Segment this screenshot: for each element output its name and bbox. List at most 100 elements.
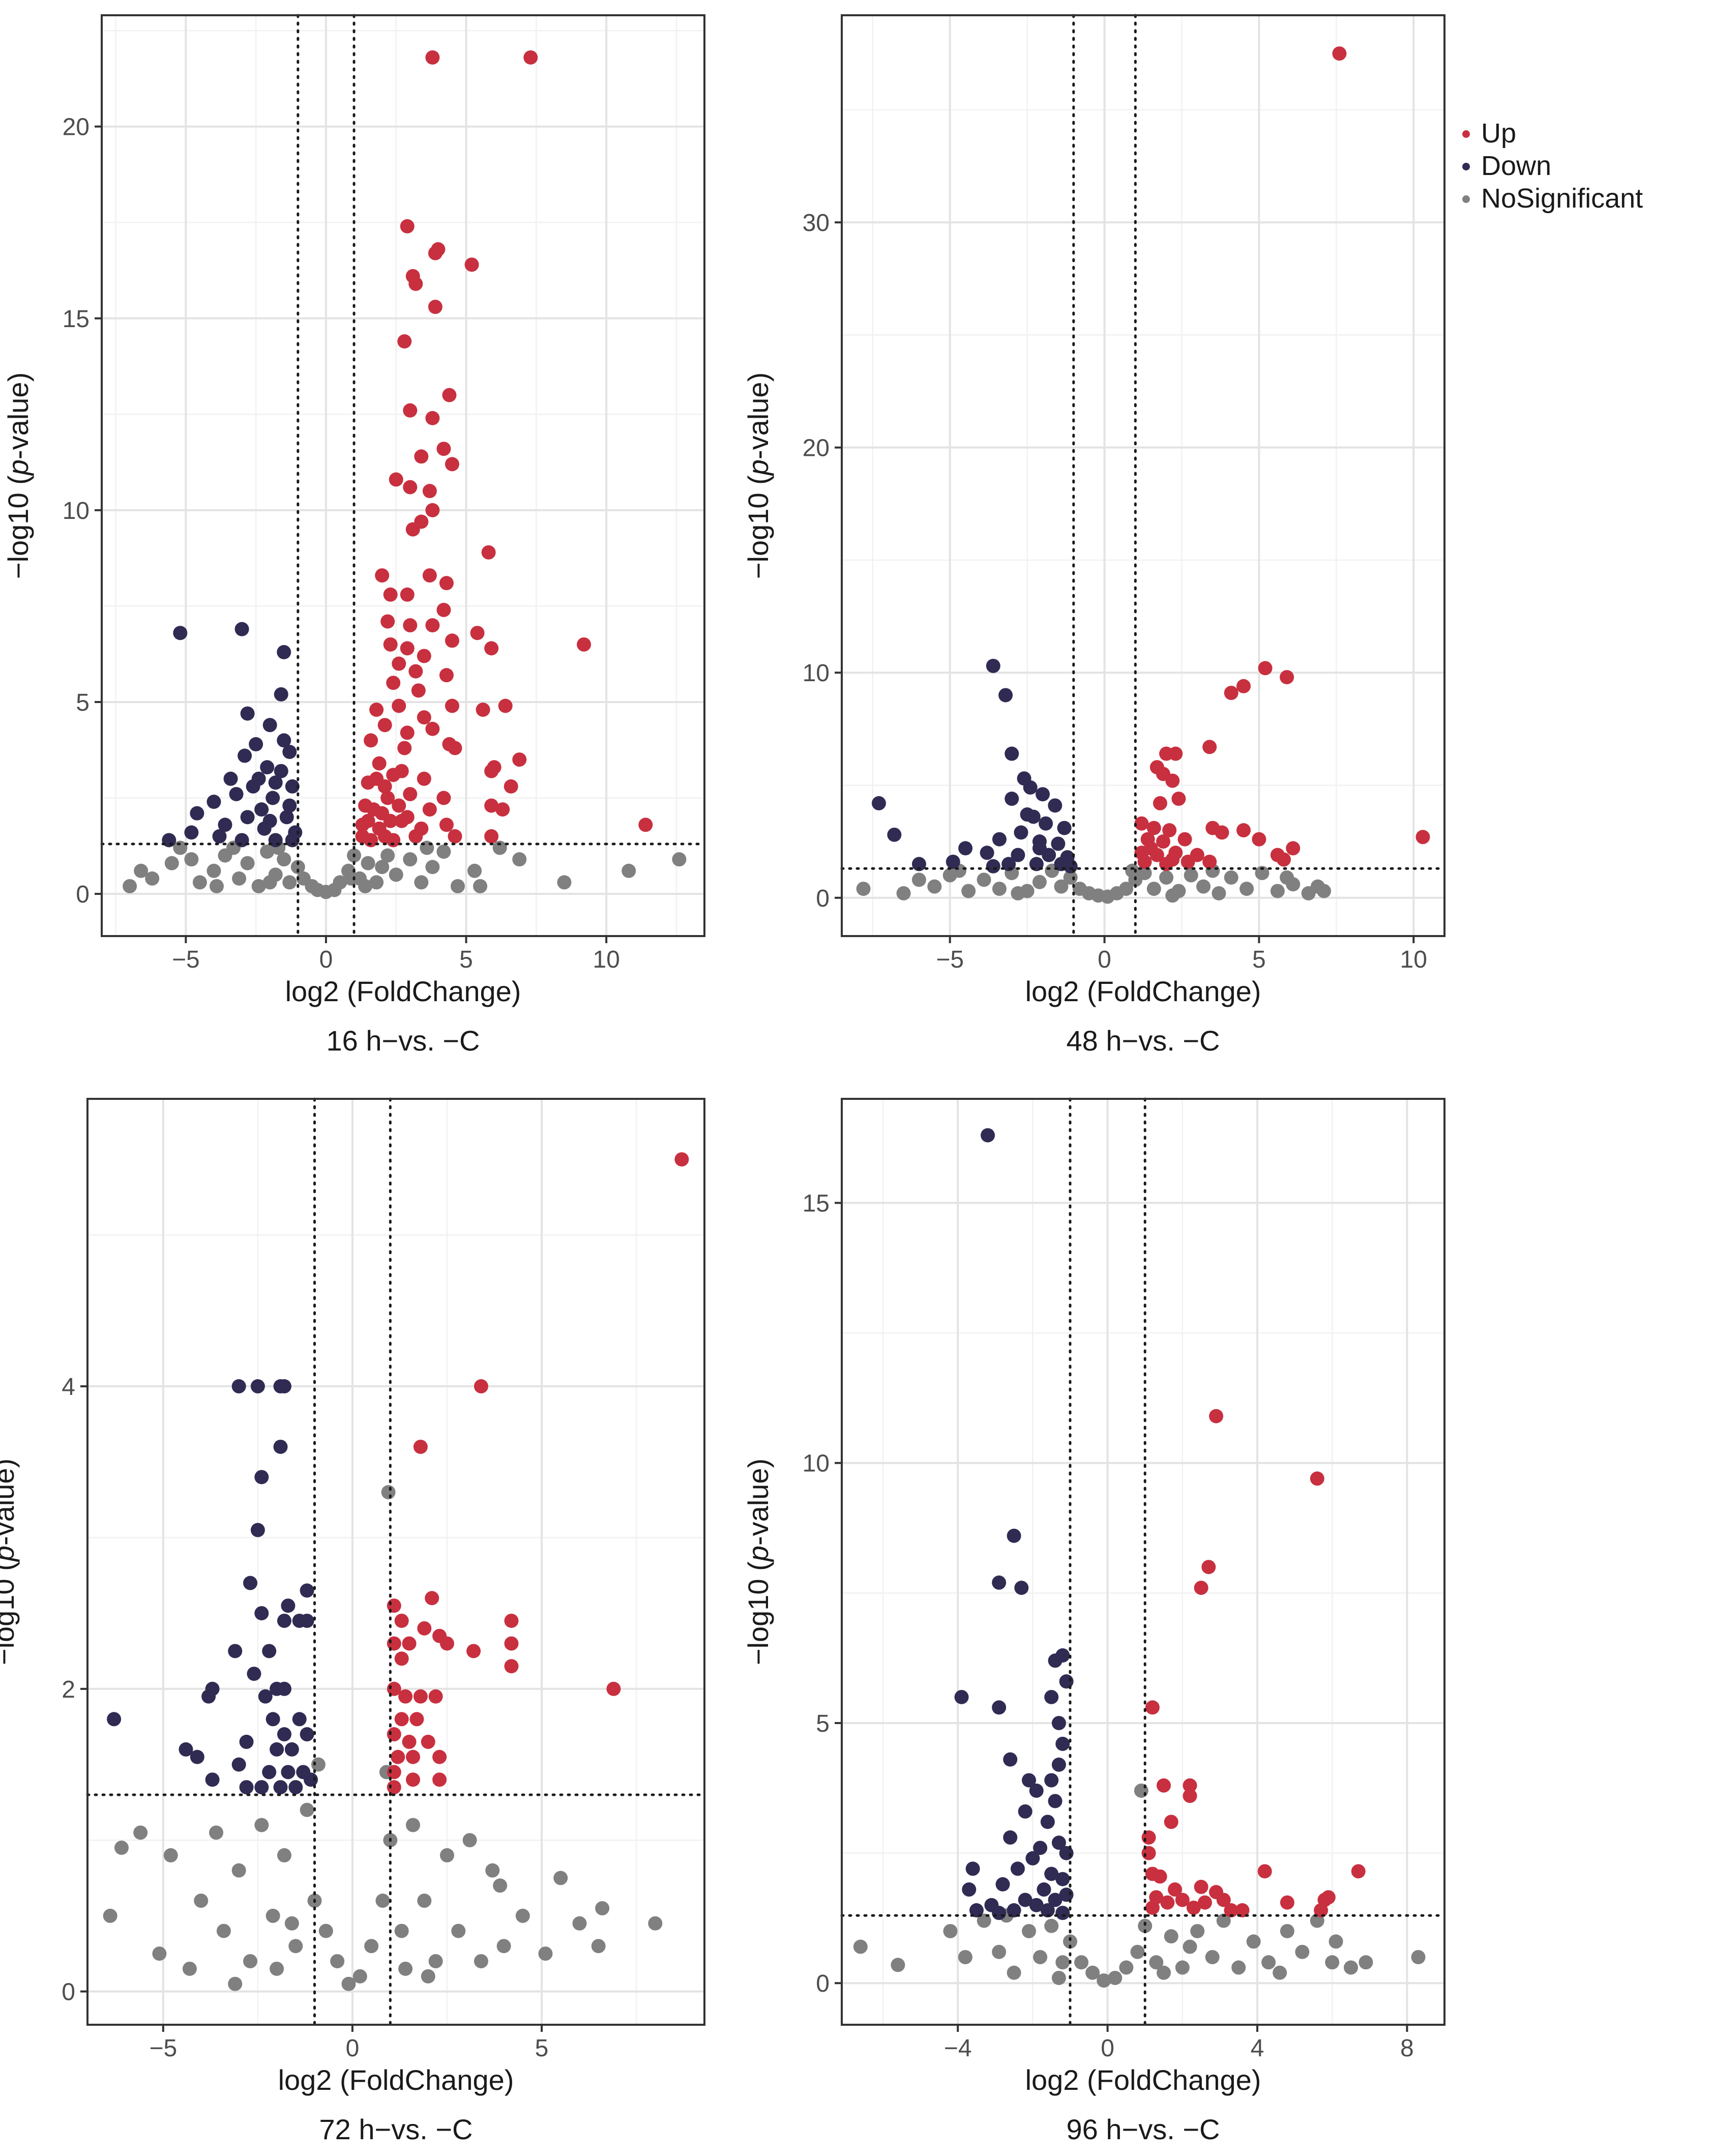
point-up (474, 1379, 488, 1394)
point-up (387, 1765, 401, 1780)
point-nosignificant (572, 1916, 587, 1931)
point-down (1014, 1581, 1029, 1595)
plot-frame (841, 14, 1446, 937)
point-down (300, 1583, 314, 1598)
point-down (1018, 1804, 1032, 1819)
point-down (292, 1712, 307, 1727)
point-nosignificant (1184, 868, 1198, 883)
point-down (274, 687, 288, 702)
point-up (397, 334, 412, 349)
point-up (504, 779, 518, 794)
point-down (1001, 857, 1016, 871)
point-up (464, 257, 479, 272)
point-nosignificant (1196, 879, 1211, 894)
panel-caption: 48 h−vs. −C (1067, 1025, 1220, 1057)
point-up (1186, 1900, 1201, 1915)
point-nosignificant (405, 1818, 420, 1832)
point-nosignificant (228, 1976, 243, 1991)
point-up (523, 50, 538, 65)
point-up (504, 1659, 519, 1674)
point-up (383, 813, 398, 828)
point-nosignificant (1329, 1934, 1343, 1949)
point-nosignificant (1138, 1918, 1153, 1933)
point-nosignificant (163, 1848, 178, 1862)
point-up (1257, 1864, 1272, 1879)
point-up (445, 457, 459, 472)
point-nosignificant (1063, 1934, 1077, 1949)
point-nosignificant (1159, 870, 1174, 885)
point-down (246, 779, 260, 794)
legend-label-up: Up (1481, 118, 1517, 149)
y-axis-title-prefix: −log10 ( (2, 475, 34, 579)
point-up (448, 829, 462, 843)
point-up (436, 602, 451, 617)
point-down (281, 1598, 296, 1613)
point-up (495, 802, 510, 817)
point-nosignificant (896, 886, 911, 900)
point-down (247, 1667, 261, 1681)
point-nosignificant (1310, 879, 1325, 894)
point-down (184, 825, 199, 840)
point-up (414, 821, 429, 836)
point-down (284, 1742, 299, 1757)
point-nosignificant (421, 1969, 435, 1984)
point-up (392, 698, 406, 713)
point-down (249, 737, 263, 751)
x-tick-label: −5 (149, 2035, 177, 2062)
point-up (366, 802, 381, 817)
point-nosignificant (311, 1757, 326, 1772)
legend-swatch-down (1462, 163, 1470, 170)
point-down (266, 1712, 280, 1727)
point-down (1025, 1851, 1040, 1866)
point-nosignificant (512, 852, 527, 867)
point-nosignificant (164, 856, 179, 870)
point-down (986, 658, 1000, 673)
point-nosignificant (1280, 1924, 1294, 1938)
y-axis-title: −log10 (p-value) (0, 1459, 20, 1665)
y-tick-label: 0 (62, 1979, 75, 2006)
point-nosignificant (1240, 882, 1254, 896)
point-nosignificant (209, 1825, 224, 1840)
point-down (1011, 848, 1025, 862)
point-down (173, 626, 188, 640)
point-up (1168, 1882, 1183, 1897)
point-up (403, 403, 418, 418)
point-up (411, 683, 426, 698)
point-nosignificant (1125, 863, 1140, 878)
point-down (240, 810, 255, 825)
point-up (1252, 832, 1266, 847)
point-up (1280, 1895, 1294, 1910)
point-up (417, 649, 431, 663)
point-up (400, 810, 415, 825)
x-tick-label: 4 (1251, 2035, 1264, 2062)
y-axis-title: −log10 (p-value) (742, 372, 774, 579)
point-down (1059, 1887, 1074, 1902)
point-nosignificant (943, 1924, 958, 1938)
point-up (470, 626, 485, 640)
point-down (231, 1379, 246, 1394)
y-tick-label: 5 (76, 689, 90, 716)
volcano-plot-1: −5 0 5 10 0 5 10 15 20 log2 (FoldChange) −log10 (p… (2, 14, 706, 1057)
point-up (372, 756, 387, 771)
point-up (484, 641, 499, 656)
point-up (386, 768, 401, 782)
point-up (439, 668, 454, 683)
y-tick-label: 15 (803, 1190, 830, 1217)
point-up (409, 1712, 424, 1727)
point-down (282, 798, 297, 813)
point-up (403, 618, 418, 633)
point-down (234, 622, 249, 636)
point-up (425, 411, 440, 425)
point-down (1051, 1835, 1066, 1850)
point-down (992, 1575, 1007, 1590)
point-down (1040, 1815, 1055, 1829)
y-tick-label: 2 (62, 1676, 75, 1703)
point-up (387, 1727, 401, 1742)
point-nosignificant (1411, 1950, 1426, 1965)
point-nosignificant (114, 1841, 129, 1855)
point-down (995, 1877, 1010, 1891)
point-up (1209, 1409, 1224, 1423)
point-down (1055, 1906, 1070, 1920)
point-up (1183, 1789, 1197, 1803)
point-up (448, 741, 462, 755)
